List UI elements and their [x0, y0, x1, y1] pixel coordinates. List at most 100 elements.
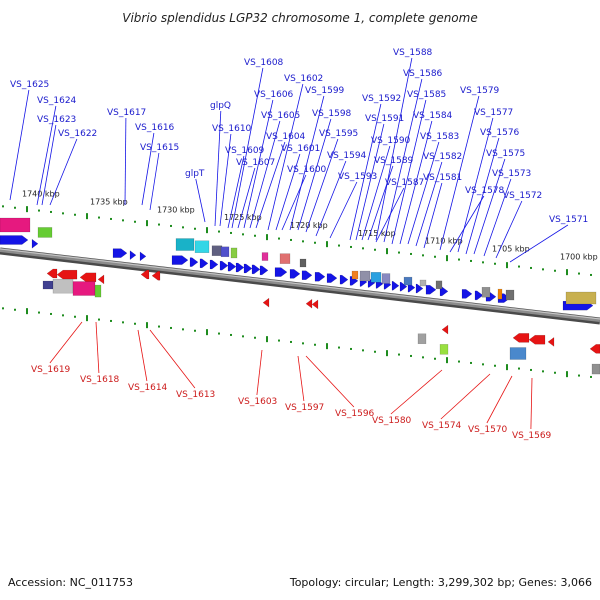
forward-leader-line — [349, 103, 382, 241]
forward-gene-label: VS_1589 — [374, 156, 414, 166]
forward-gene-label: VS_1616 — [135, 123, 175, 133]
gene-features — [0, 217, 600, 375]
gene-feature-box — [279, 253, 291, 264]
gene-feature-box — [403, 276, 413, 286]
forward-leader-line — [214, 110, 222, 227]
gene-feature-box — [230, 247, 238, 259]
forward-gene-label: VS_1572 — [503, 191, 542, 201]
reverse-leader-line — [440, 373, 491, 420]
gene-feature-box — [261, 252, 269, 261]
gene-feature-box — [435, 280, 443, 290]
forward-leader-line — [237, 167, 256, 229]
forward-gene-arrow — [399, 281, 408, 292]
forward-gene-label: VS_1623 — [37, 115, 76, 125]
forward-leader-line — [305, 138, 339, 233]
scale-label: 1735 kbp — [90, 198, 128, 207]
forward-gene-label: VS_1615 — [140, 143, 179, 153]
reverse-leader-line — [297, 355, 305, 402]
forward-leader-line — [423, 182, 443, 249]
forward-leader-line — [315, 160, 347, 237]
forward-gene-label: VS_1605 — [261, 111, 300, 121]
reverse-gene-arrow — [262, 297, 270, 308]
forward-gene-label: VS_1587 — [385, 178, 424, 188]
forward-gene-label: VS_1586 — [403, 69, 443, 79]
forward-gene-arrow — [139, 251, 147, 262]
gene-feature-box — [211, 245, 223, 256]
forward-leader-line — [49, 138, 78, 206]
gene-feature-box — [359, 270, 371, 282]
reverse-gene-arrow — [46, 268, 58, 279]
gene-feature-box — [299, 258, 307, 268]
forward-gene-label: glpQ — [210, 101, 231, 111]
forward-leader-line — [267, 83, 304, 231]
reverse-leader-line — [49, 321, 83, 364]
scale-label: 1715 kbp — [358, 229, 396, 238]
scale-label: 1740 kbp — [22, 190, 60, 199]
reverse-gene-arrow — [97, 274, 105, 285]
forward-gene-arrow — [474, 290, 484, 301]
scale-label: 1705 kbp — [492, 244, 530, 253]
forward-gene-label: VS_1604 — [266, 132, 306, 142]
genome-summary-text: Topology: circular; Length: 3,299,302 bp… — [289, 576, 592, 589]
scale-label: 1710 kbp — [425, 237, 463, 246]
forward-gene-arrow — [326, 273, 338, 283]
gene-feature-box — [175, 238, 195, 251]
forward-gene-arrow — [209, 259, 219, 270]
forward-gene-label: VS_1595 — [319, 129, 358, 139]
forward-gene-label: VS_1582 — [423, 152, 462, 162]
gene-feature-box — [42, 280, 54, 290]
forward-leader-line — [243, 99, 274, 229]
forward-gene-arrow — [461, 289, 473, 299]
forward-leader-line — [375, 57, 413, 241]
reverse-gene-label: VS_1614 — [128, 383, 168, 393]
gene-feature-box — [419, 279, 427, 287]
reverse-gene-arrow — [151, 270, 161, 281]
forward-leader-line — [439, 95, 480, 251]
forward-gene-label: VS_1578 — [465, 186, 505, 196]
forward-gene-label: VS_1606 — [254, 90, 294, 100]
forward-gene-label: VS_1590 — [371, 136, 411, 146]
gene-feature-box — [370, 272, 382, 283]
accession-text: Accession: NC_011753 — [8, 576, 133, 589]
reverse-gene-arrow — [140, 269, 150, 280]
reverse-leader-line — [137, 329, 148, 382]
forward-leader-line — [483, 178, 512, 257]
reverse-leader-line — [149, 329, 196, 389]
forward-leader-line — [391, 99, 427, 245]
forward-leader-line — [407, 141, 440, 245]
scale-label: 1700 kbp — [560, 252, 598, 261]
forward-gene-label: VS_1598 — [312, 109, 352, 119]
reverse-gene-label: VS_1574 — [422, 421, 462, 431]
forward-gene-label: VS_1588 — [393, 48, 433, 58]
forward-gene-label: VS_1581 — [423, 173, 462, 183]
forward-gene-label: VS_1576 — [480, 128, 520, 138]
chromosome-backbone — [0, 247, 600, 325]
reverse-gene-label: VS_1570 — [468, 425, 508, 435]
reverse-leader-line — [305, 355, 355, 408]
gene-feature-box — [417, 333, 427, 345]
forward-leader-line — [124, 117, 127, 206]
forward-gene-label: VS_1624 — [37, 96, 77, 106]
forward-leader-line — [449, 195, 485, 253]
gene-feature-box — [0, 217, 31, 233]
forward-gene-arrow — [219, 260, 229, 271]
forward-gene-label: VS_1617 — [107, 108, 146, 118]
reverse-leader-line — [256, 349, 263, 396]
gene-feature-box — [505, 289, 515, 301]
forward-leader-line — [249, 120, 281, 229]
forward-gene-arrow — [199, 258, 209, 269]
reverse-leader-line — [530, 377, 533, 430]
gene-feature-box — [481, 286, 491, 298]
forward-gene-label: VS_1575 — [486, 149, 525, 159]
gene-feature-box — [591, 363, 600, 375]
forward-gene-label: VS_1602 — [284, 74, 323, 84]
forward-leader-line — [329, 181, 358, 239]
reverse-leader-line — [486, 375, 513, 424]
forward-leader-line — [255, 141, 286, 229]
forward-gene-arrow — [112, 248, 128, 258]
forward-leader-line — [141, 132, 155, 206]
forward-leader-line — [195, 178, 206, 223]
forward-gene-label: VS_1579 — [460, 86, 500, 96]
forward-leader-line — [361, 145, 391, 241]
